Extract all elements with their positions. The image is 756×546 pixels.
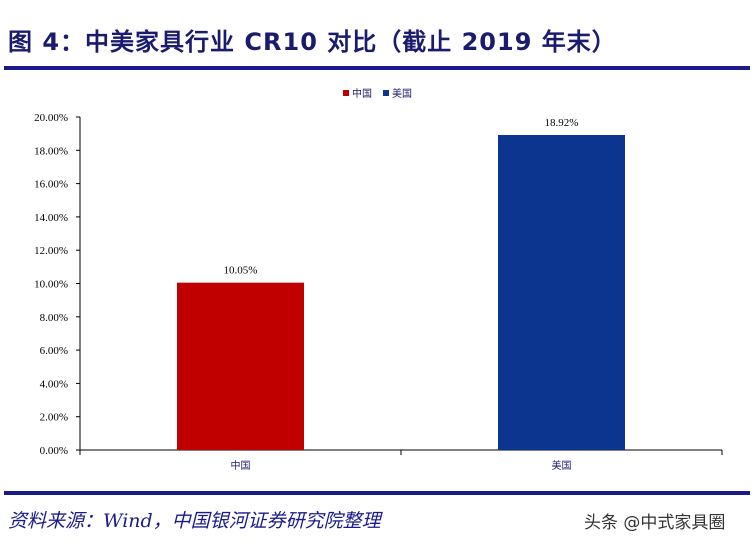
y-tick-label: 20.00% — [34, 112, 68, 124]
source-note: 资料来源：Wind，中国银河证券研究院整理 — [8, 510, 381, 532]
x-tick-label: 中国 — [231, 459, 251, 472]
bar-1 — [498, 134, 625, 450]
y-tick-label: 4.00% — [40, 378, 68, 390]
bar-0 — [177, 282, 304, 450]
title-rule — [4, 66, 750, 70]
footer-rule — [4, 491, 750, 495]
legend-label: 中国 — [352, 87, 372, 100]
data-label: 18.92% — [545, 117, 579, 129]
y-tick-label: 12.00% — [34, 245, 68, 257]
data-label: 10.05% — [224, 265, 258, 277]
y-tick-label: 16.00% — [34, 179, 68, 191]
x-tick-label: 美国 — [552, 459, 572, 472]
legend-label: 美国 — [392, 87, 412, 100]
legend-swatch — [343, 90, 349, 96]
y-tick-label: 2.00% — [40, 412, 68, 424]
y-tick-label: 14.00% — [34, 212, 68, 224]
y-tick-label: 0.00% — [40, 445, 68, 457]
y-tick-label: 18.00% — [34, 145, 68, 157]
watermark-credit: 头条 @中式家具圈 — [584, 513, 726, 533]
y-tick-label: 6.00% — [40, 345, 68, 357]
figure-title: 图 4：中美家具行业 CR10 对比（截止 2019 年末） — [8, 28, 617, 56]
y-tick-label: 10.00% — [34, 279, 68, 291]
legend-swatch — [383, 90, 389, 96]
y-tick-label: 8.00% — [40, 312, 68, 324]
